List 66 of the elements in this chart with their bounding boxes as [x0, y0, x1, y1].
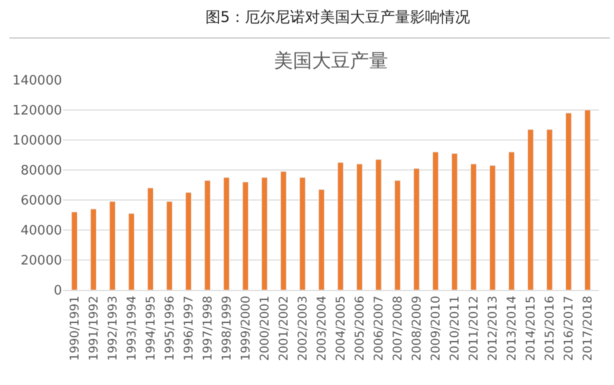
- bar: [489, 165, 496, 290]
- chart-title: 图5：厄尔尼诺对美国大豆产量影响情况: [205, 8, 470, 26]
- bar: [71, 212, 78, 290]
- bar: [337, 162, 344, 290]
- x-tick-label: 2005/2006: [352, 296, 366, 361]
- x-tick-label: 1994/1995: [143, 296, 158, 361]
- y-tick-label: 100000: [12, 134, 62, 149]
- x-tick-label: 1996/1997: [181, 296, 196, 361]
- x-tick-label: 1995/1996: [162, 296, 176, 361]
- bar: [356, 164, 363, 290]
- bar: [147, 188, 154, 290]
- y-tick-label: 40000: [20, 224, 62, 239]
- x-tick-label: 2003/2004: [314, 296, 328, 361]
- x-tick-label: 1991/1992: [86, 296, 100, 361]
- x-tick-label: 2000/2001: [257, 296, 272, 361]
- bar: [318, 189, 325, 290]
- x-tick-label: 1999/2000: [238, 296, 252, 361]
- bar: [128, 213, 135, 290]
- bar: [166, 201, 173, 290]
- bar: [90, 208, 97, 290]
- bar: [375, 159, 382, 290]
- x-tick-label: 2004/2005: [333, 296, 348, 361]
- x-tick-label: 1998/1999: [219, 296, 234, 361]
- x-tick-label: 1993/1994: [124, 296, 138, 361]
- bar: [527, 129, 534, 290]
- x-tick-label: 2015/2016: [542, 296, 556, 361]
- bar: [204, 180, 211, 290]
- bar: [299, 177, 306, 290]
- y-tick-label: 80000: [20, 164, 62, 179]
- x-tick-label: 2014/2015: [523, 296, 538, 361]
- x-tick-label: 2013/2014: [504, 296, 518, 361]
- x-tick-label: 2002/2003: [295, 296, 310, 361]
- y-tick-label: 120000: [12, 104, 62, 119]
- x-tick-label: 2010/2011: [447, 296, 462, 361]
- chart-subtitle: 美国大豆产量: [274, 50, 388, 72]
- bar: [565, 112, 572, 290]
- x-tick-label: 2012/2013: [485, 296, 500, 361]
- bar: [185, 192, 192, 290]
- bar: [223, 177, 230, 290]
- x-tick-label: 1990/1991: [67, 296, 82, 361]
- x-tick-label: 2001/2002: [276, 296, 290, 361]
- bar: [261, 177, 268, 290]
- bar: [432, 152, 439, 290]
- bar: [413, 168, 420, 290]
- bar: [280, 171, 287, 290]
- x-tick-label: 1997/1998: [200, 296, 214, 361]
- bar: [109, 201, 116, 290]
- x-tick-label: 2009/2010: [428, 296, 442, 361]
- bar: [584, 110, 591, 290]
- x-tick-label: 2016/2017: [561, 296, 576, 361]
- y-tick-label: 60000: [20, 194, 62, 209]
- x-tick-label: 2011/2012: [466, 296, 480, 361]
- x-tick-label: 2017/2018: [580, 296, 594, 361]
- x-tick-label: 2007/2008: [390, 296, 404, 361]
- bar: [546, 129, 553, 290]
- bar: [451, 153, 458, 290]
- x-tick-label: 2006/2007: [371, 296, 386, 361]
- x-tick-label: 1992/1993: [105, 296, 120, 361]
- bar: [394, 180, 401, 290]
- y-tick-label: 0: [54, 284, 62, 299]
- bar: [508, 152, 515, 290]
- y-tick-label: 140000: [12, 74, 62, 89]
- x-tick-label: 2008/2009: [409, 296, 424, 361]
- bar: [242, 182, 249, 290]
- y-tick-label: 20000: [20, 254, 62, 269]
- bar: [470, 164, 477, 290]
